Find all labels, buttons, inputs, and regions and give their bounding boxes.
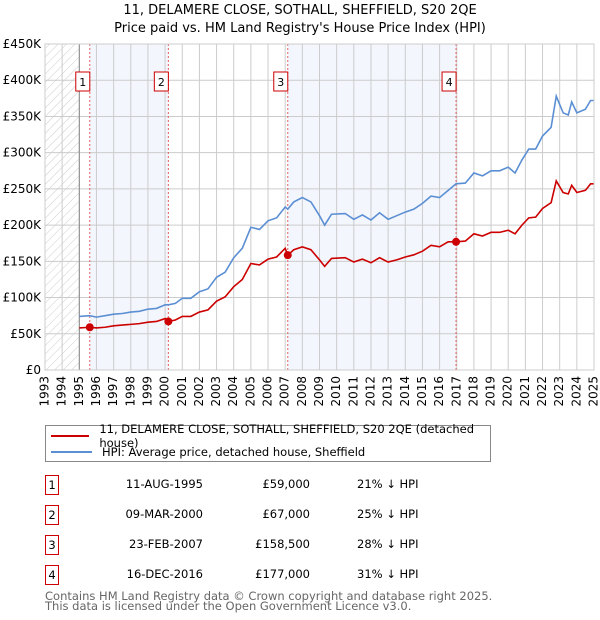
x-tick-label: 2008 (295, 376, 309, 407)
sale-date: 09-MAR-2000 (125, 507, 203, 521)
sale-point (452, 237, 461, 246)
sale-point (283, 251, 292, 260)
x-tick-label: 2025 (587, 376, 600, 407)
x-tick-label: 1993 (38, 376, 52, 407)
y-tick-label: £400K (3, 73, 43, 87)
chart-subtitle: Price paid vs. HM Land Registry's House … (114, 21, 486, 36)
sale-date: 16-DEC-2016 (126, 567, 203, 581)
sale-marker: 2 (45, 505, 59, 525)
sale-hpi-diff: 25% ↓ HPI (357, 507, 419, 521)
sale-hpi-diff: 31% ↓ HPI (357, 567, 419, 581)
x-tick-label: 2024 (569, 376, 583, 407)
sale-price: £59,000 (262, 477, 310, 491)
table-row: 3 23-FEB-2007 £158,500 28% ↓ HPI (45, 535, 600, 555)
sale-marker: 1 (45, 475, 59, 495)
x-tick-label: 2004 (226, 376, 240, 407)
sale-label-box (75, 71, 91, 92)
y-tick-label: £150K (3, 254, 43, 268)
legend-label: HPI: Average price, detached house, Shef… (102, 445, 366, 459)
x-tick-label: 2006 (261, 376, 275, 407)
table-row: 2 09-MAR-2000 £67,000 25% ↓ HPI (45, 505, 600, 525)
sale-label: 4 (446, 76, 453, 89)
sale-hpi-diff: 21% ↓ HPI (357, 477, 419, 491)
x-tick-label: 2005 (243, 376, 257, 407)
y-tick-label: £450K (3, 37, 43, 51)
x-tick-label: 2014 (398, 376, 412, 407)
x-tick-label: 2018 (466, 376, 480, 407)
footer-licence: This data is licensed under the Open Gov… (45, 599, 412, 613)
sale-hpi-diff: 28% ↓ HPI (357, 537, 419, 551)
sale-point (85, 323, 94, 332)
x-tick-label: 1996 (89, 376, 103, 407)
legend-swatch-blue (51, 451, 92, 453)
plot-frame (44, 43, 595, 371)
x-tick-label: 1997 (106, 376, 120, 407)
y-tick-label: £50K (10, 327, 42, 341)
shaded-period (287, 44, 457, 370)
y-tick-label: £100K (3, 291, 43, 305)
x-tick-label: 2003 (209, 376, 223, 407)
sale-date: 23-FEB-2007 (129, 537, 203, 551)
sale-date: 11-AUG-1995 (125, 477, 203, 491)
sale-label: 2 (158, 76, 165, 89)
x-tick-label: 2009 (312, 376, 326, 407)
sale-label-box (273, 71, 289, 92)
y-tick-label: £250K (3, 182, 43, 196)
x-tick-label: 2021 (518, 376, 532, 407)
sale-label-box (441, 71, 457, 92)
legend-label: 11, DELAMERE CLOSE, SOTHALL, SHEFFIELD, … (99, 422, 474, 450)
x-tick-label: 2007 (278, 376, 292, 407)
legend-item-property: 11, DELAMERE CLOSE, SOTHALL, SHEFFIELD, … (51, 422, 490, 450)
sale-marker: 3 (45, 535, 59, 555)
x-tick-label: 2023 (552, 376, 566, 407)
y-tick-label: £300K (3, 146, 43, 160)
x-tick-label: 1998 (123, 376, 137, 407)
sale-label-box (153, 71, 169, 92)
x-tick-label: 2010 (329, 376, 343, 407)
y-tick-label: £0 (26, 363, 41, 377)
hpi-line (79, 93, 594, 318)
x-tick-label: 1994 (55, 376, 69, 407)
x-tick-label: 2012 (363, 376, 377, 407)
x-tick-label: 2000 (158, 376, 172, 407)
sale-price: £177,000 (255, 567, 310, 581)
x-tick-label: 2001 (175, 376, 189, 407)
sale-price: £67,000 (262, 507, 310, 521)
y-tick-label: £350K (3, 109, 43, 123)
price-chart: 1993 1994 1995 1996 1997 1998 1999 2000 2001 2002… (3, 37, 600, 407)
x-tick-label: 2002 (192, 376, 206, 407)
sale-marker: 4 (45, 565, 59, 585)
legend-swatch-red (51, 435, 90, 437)
x-tick-label: 2019 (484, 376, 498, 407)
x-tick-label: 2015 (415, 376, 429, 407)
legend-item-hpi: HPI: Average price, detached house, Shef… (51, 444, 365, 460)
x-tick-label: 2020 (501, 376, 515, 407)
x-tick-label: 2016 (432, 376, 446, 407)
sale-point (164, 317, 173, 326)
sale-label: 3 (277, 76, 284, 89)
sale-label: 1 (79, 76, 86, 89)
x-tick-label: 1995 (72, 376, 86, 407)
x-tick-label: 1999 (140, 376, 154, 407)
x-tick-label: 2022 (535, 376, 549, 407)
legend: 11, DELAMERE CLOSE, SOTHALL, SHEFFIELD, … (45, 422, 491, 462)
x-tick-label: 2013 (381, 376, 395, 407)
footer-copyright: Contains HM Land Registry data © Crown c… (45, 589, 493, 603)
y-tick-label: £200K (3, 218, 43, 232)
sale-price: £158,500 (255, 537, 310, 551)
x-tick-label: 2011 (346, 376, 360, 407)
chart-title: 11, DELAMERE CLOSE, SOTHALL, SHEFFIELD, … (123, 3, 477, 18)
table-row: 4 16-DEC-2016 £177,000 31% ↓ HPI (45, 565, 600, 585)
x-tick-label: 2017 (449, 376, 463, 407)
table-row: 1 11-AUG-1995 £59,000 21% ↓ HPI (45, 475, 600, 495)
